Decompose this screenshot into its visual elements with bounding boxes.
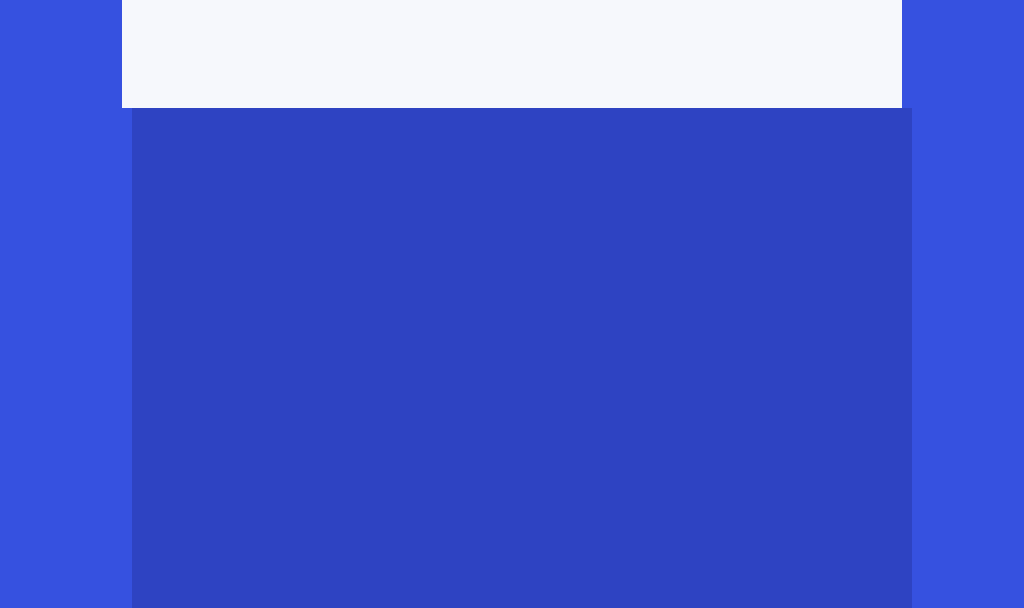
results-main: Cash to Close Summary Estimated Closing … (382, 0, 902, 108)
card-shadow: Property Zip Code: Home price: Down paym… (132, 108, 912, 608)
inputs-sidebar: Property Zip Code: Home price: Down paym… (122, 0, 382, 108)
calculator-card: Property Zip Code: Home price: Down paym… (122, 0, 902, 108)
